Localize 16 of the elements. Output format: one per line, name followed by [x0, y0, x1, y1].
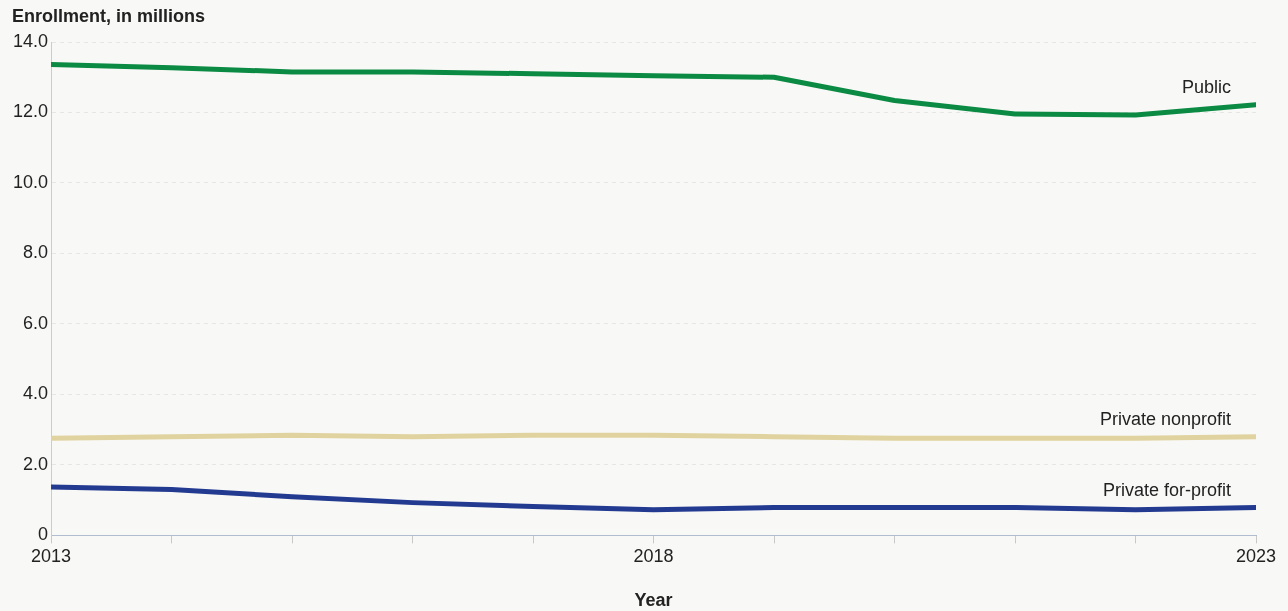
series-label: Private nonprofit [1099, 408, 1231, 429]
x-tick-label: 2023 [1235, 546, 1277, 567]
y-axis-title: Enrollment, in millions [12, 5, 206, 26]
series-label: Private for-profit [1102, 479, 1231, 500]
x-axis-title: Year [634, 589, 673, 610]
series-label: Public [1181, 76, 1231, 97]
x-tick-label: 2013 [31, 546, 72, 567]
y-tick-label: 8.0 [23, 242, 49, 263]
y-tick-label: 2.0 [23, 453, 49, 474]
y-tick-label: 6.0 [23, 312, 49, 333]
y-tick-label: 4.0 [23, 383, 49, 404]
x-tick-label: 2018 [633, 546, 674, 567]
y-tick-label: 12.0 [12, 101, 49, 122]
y-tick-label: 0 [38, 524, 49, 545]
y-tick-label: 10.0 [12, 171, 49, 192]
y-tick-label: 14.0 [12, 30, 49, 51]
